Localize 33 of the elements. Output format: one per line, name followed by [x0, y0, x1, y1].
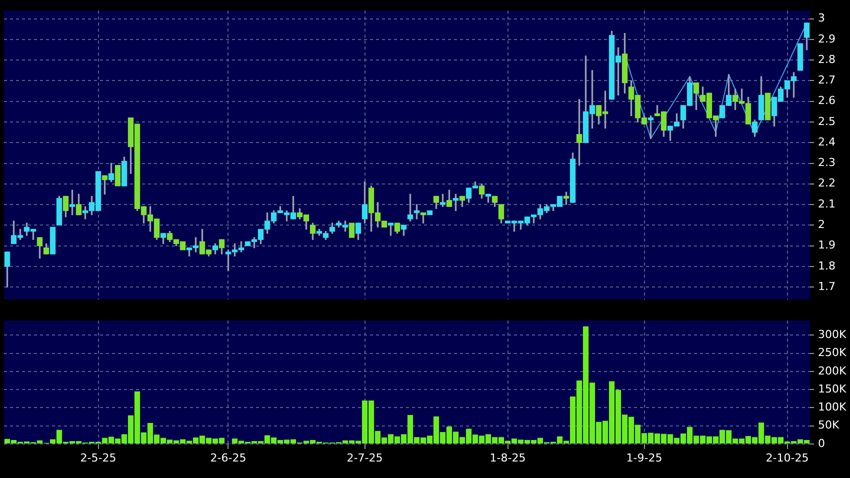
y-tick-label: 3 — [818, 12, 825, 25]
y-tick-label: 2.4 — [818, 135, 836, 148]
y-tick-label: 0 — [818, 436, 825, 450]
x-tick-label: 2-5-25 — [80, 451, 116, 464]
y-tick-label: 300K — [818, 328, 847, 341]
x-tick-label: 2-10-25 — [766, 451, 809, 464]
x-tick-label: 1-8-25 — [490, 451, 526, 464]
y-tick-label: 2.7 — [818, 74, 836, 87]
x-tick-label: 1-9-25 — [626, 451, 662, 464]
y-tick-label: 250K — [818, 346, 847, 360]
y-tick-label: 2.2 — [818, 176, 836, 190]
candlestick — [764, 92, 771, 120]
x-tick-label: 2-6-25 — [210, 451, 246, 464]
y-tick-label: 2.1 — [818, 197, 836, 210]
y-tick-label: 100K — [818, 400, 847, 414]
candlestick — [426, 210, 433, 216]
y-tick-label: 200K — [818, 364, 847, 378]
candlestick — [114, 164, 121, 186]
y-tick-label: 2.3 — [818, 156, 836, 170]
y-tick-label: 2.9 — [818, 32, 836, 46]
y-tick-label: 1.8 — [818, 259, 836, 272]
y-tick-label: 2.6 — [818, 94, 836, 108]
y-tick-label: 2 — [818, 218, 825, 231]
y-tick-label: 1.9 — [818, 238, 836, 252]
x-tick-label: 2-7-25 — [346, 451, 383, 464]
y-tick-label: 2.8 — [818, 52, 836, 66]
y-tick-label: 1.7 — [818, 280, 836, 293]
candlestick — [348, 222, 355, 238]
y-tick-label: 50K — [818, 418, 840, 432]
candlestick — [797, 43, 804, 71]
y-tick-label: 2.5 — [818, 114, 836, 128]
candlestick — [50, 226, 56, 254]
y-tick-label: 150K — [818, 382, 847, 396]
